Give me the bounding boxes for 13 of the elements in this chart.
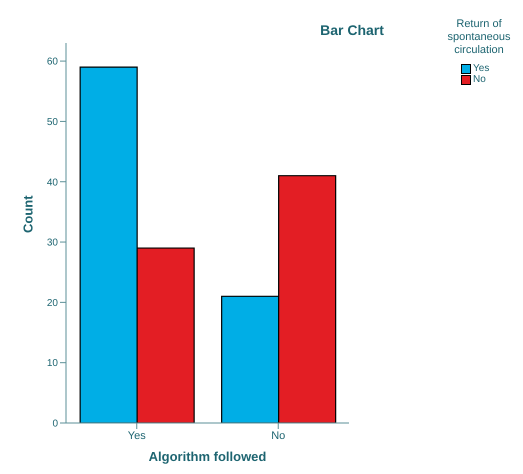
y-tick-label: 10 (46, 358, 58, 370)
y-tick-label: 40 (46, 177, 58, 188)
legend-label: Yes (473, 63, 490, 74)
legend-title: Return of spontaneous circulation (446, 18, 512, 57)
x-axis-title: Algorithm followed (148, 449, 266, 464)
y-tick-label: 60 (46, 56, 58, 68)
legend-label: No (473, 74, 486, 85)
y-tick-label: 30 (46, 238, 58, 249)
y-tick-label: 0 (52, 418, 58, 430)
y-tick-label: 50 (46, 116, 58, 128)
y-axis-title: Count (20, 194, 36, 233)
chart-title: Bar Chart (319, 22, 385, 38)
y-tick-label: 20 (46, 298, 58, 309)
